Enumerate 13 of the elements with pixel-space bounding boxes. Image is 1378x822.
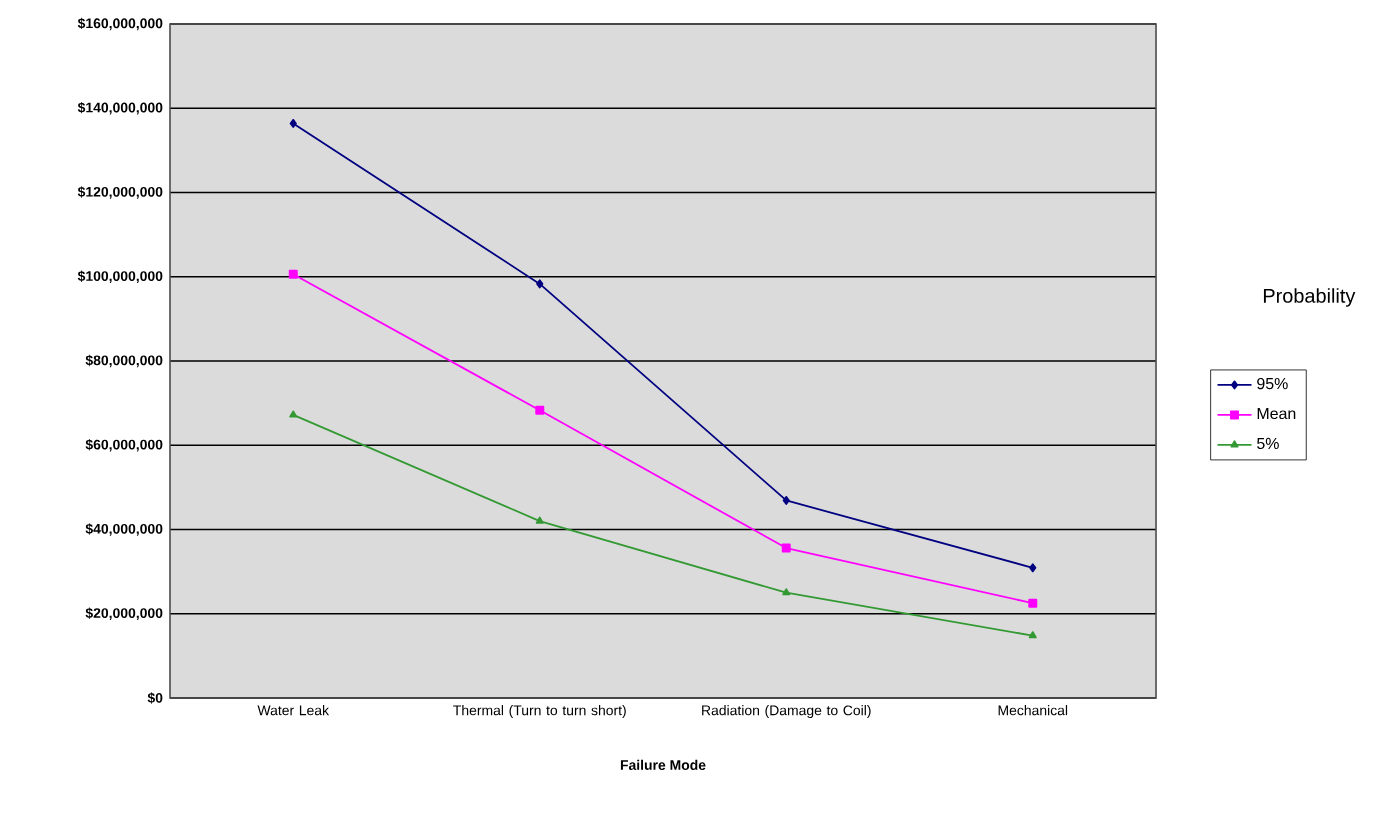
point [1028, 631, 1037, 639]
point [289, 118, 297, 128]
point [782, 495, 790, 505]
point [781, 543, 791, 553]
point [1028, 598, 1038, 608]
point [288, 269, 298, 279]
legend-title: Probability [1263, 288, 1356, 307]
point [1029, 563, 1037, 573]
point [289, 410, 298, 418]
point [536, 279, 544, 289]
point [535, 405, 545, 415]
point [535, 516, 544, 524]
point [782, 588, 791, 596]
